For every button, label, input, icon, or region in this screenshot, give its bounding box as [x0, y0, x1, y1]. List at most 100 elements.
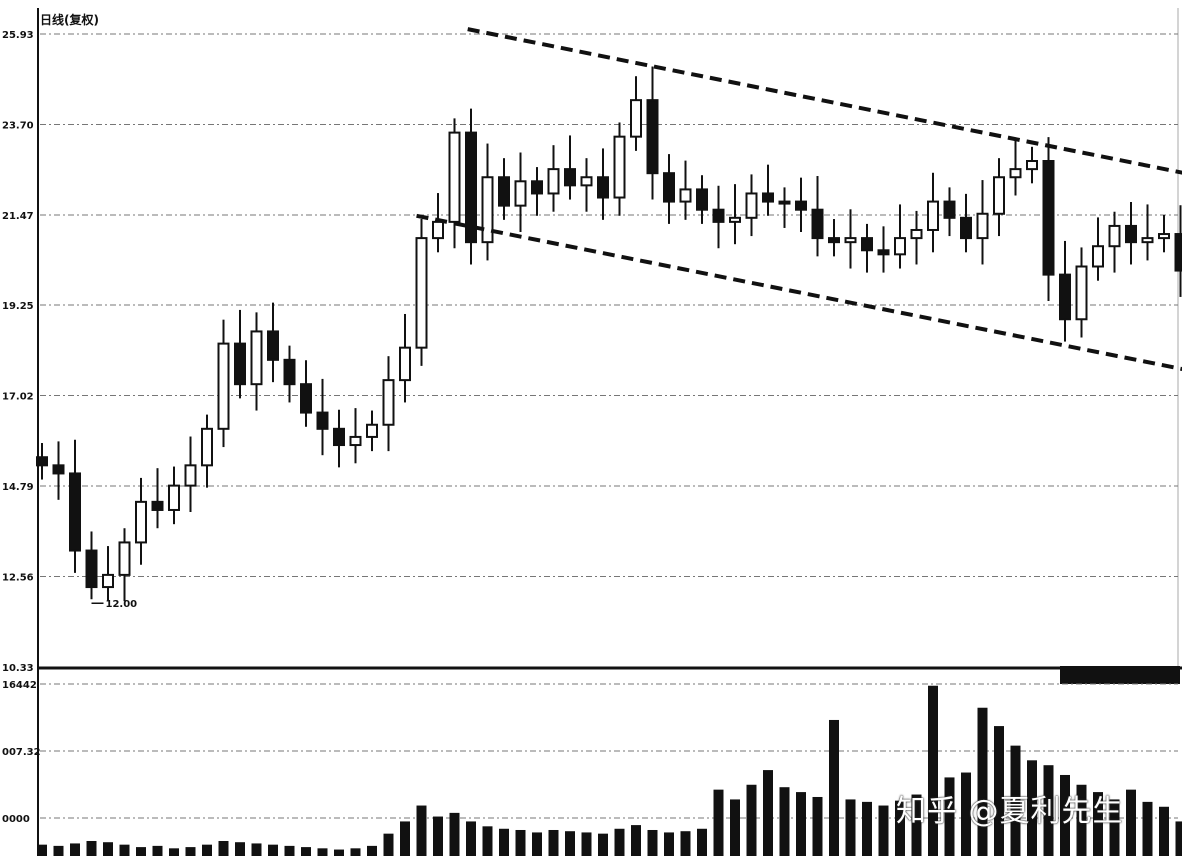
candle-body [333, 427, 345, 447]
candle-body [1092, 245, 1104, 268]
candle-body [118, 541, 131, 576]
volume-bar [845, 799, 856, 856]
volume-bar [730, 799, 740, 856]
volume-bar [1010, 745, 1021, 856]
volume-bar [1159, 806, 1169, 856]
volume-bar [136, 847, 146, 856]
candle-body [630, 99, 642, 138]
candle-body [976, 212, 989, 240]
candle-body [1141, 237, 1154, 244]
candle-body [1174, 233, 1182, 272]
candle-body [481, 176, 494, 244]
volume-bar [1076, 784, 1087, 856]
candle-body [217, 342, 230, 430]
candle-body [1009, 168, 1022, 179]
volume-bar [1109, 799, 1120, 856]
candle-body [135, 500, 147, 544]
price-tick-label: 19.25 [2, 301, 34, 312]
candle-body [564, 168, 576, 187]
candle-body [547, 168, 560, 195]
volume-bar [944, 777, 955, 856]
volume-bar [565, 831, 575, 856]
candle-body [993, 176, 1005, 215]
candle-body [349, 435, 362, 447]
candle-body [877, 249, 890, 256]
volume-bar [235, 842, 245, 856]
candle-body [465, 131, 477, 244]
candle-body [1125, 224, 1137, 244]
volume-bar [37, 844, 47, 856]
volume-bar [350, 848, 361, 856]
volume-header-bar [1060, 666, 1180, 684]
candle-body [696, 188, 708, 211]
trendline [467, 27, 1182, 175]
candle-body [729, 216, 741, 223]
volume-bar [532, 832, 542, 856]
volume-bar [53, 845, 64, 856]
candle-body [894, 237, 906, 256]
candle-body [531, 180, 543, 195]
volume-bar [449, 812, 460, 856]
candle-body [316, 411, 329, 430]
candle-body [267, 330, 279, 361]
candle-body [1059, 273, 1071, 321]
candle-body [960, 216, 972, 240]
volume-bar [152, 845, 163, 856]
volume-tick-label: 007.32 [2, 747, 41, 758]
volume-bar [251, 843, 262, 856]
volume-bar [383, 833, 394, 856]
candle-body [448, 131, 461, 223]
candle-body [597, 176, 609, 199]
candle-body [168, 484, 180, 511]
candle-body [1042, 160, 1055, 276]
price-tick-label: 17.02 [2, 392, 34, 403]
volume-bar [911, 794, 922, 856]
candle-body [151, 500, 164, 511]
price-tick-label: 14.79 [2, 482, 34, 493]
volume-bar [284, 845, 295, 856]
volume-bar [928, 685, 938, 856]
candle-body [795, 200, 807, 211]
candle-body [646, 99, 659, 175]
candle-body [300, 383, 312, 414]
candle-body [1026, 160, 1038, 171]
volume-bar [746, 784, 757, 856]
volume-bar [614, 828, 625, 856]
candle-body [102, 573, 114, 589]
volume-bar [697, 828, 707, 856]
candle-body [828, 237, 840, 244]
volume-bar [334, 849, 344, 856]
volume-bar [103, 842, 113, 856]
volume-bar [515, 829, 526, 856]
price-tick-label: 10.33 [2, 663, 34, 674]
volume-bar [218, 840, 229, 856]
candle-body [69, 472, 81, 552]
volume-bar [713, 789, 724, 856]
candle-body [382, 379, 395, 426]
low-annotation-label: 12.00 [106, 599, 138, 610]
candle-body [927, 200, 939, 231]
volume-bar [1027, 760, 1037, 856]
volume-bar [581, 832, 592, 856]
candle-body [811, 208, 824, 240]
candle-body [1075, 265, 1088, 321]
candle-body [366, 423, 378, 438]
candle-body [663, 172, 675, 203]
candle-body [712, 208, 725, 223]
volume-bar [317, 848, 328, 856]
chart-title: 日线(复权) [40, 12, 99, 27]
volume-bar [680, 831, 691, 856]
candle-body [36, 456, 48, 467]
candle-body [250, 330, 263, 386]
volume-bar [631, 825, 641, 856]
volume-bar [664, 832, 674, 856]
volume-bar [961, 772, 971, 856]
volume-bar [1060, 774, 1070, 856]
volume-bar [647, 829, 658, 856]
volume-bar [86, 840, 97, 856]
volume-bar [878, 805, 889, 856]
candle-body [85, 549, 98, 589]
volume-tick-label: 0000 [2, 814, 30, 825]
candle-body [184, 464, 197, 487]
